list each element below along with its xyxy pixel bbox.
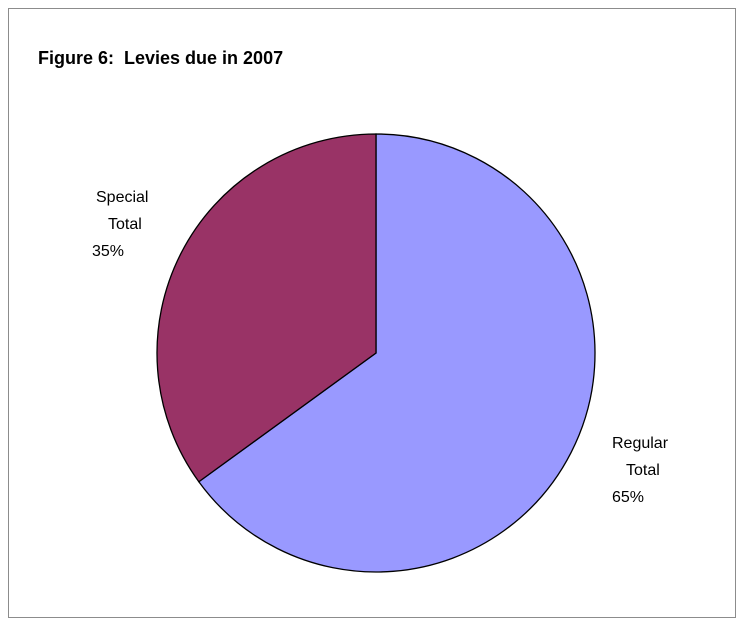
pie-slice-regular	[197, 133, 596, 573]
slice-label-special: Special Total 35%	[92, 184, 162, 265]
chart-title: Figure 6: Levies due in 2007	[38, 48, 284, 68]
slice-label-special-total: Total	[108, 216, 142, 233]
slice-label-regular-percent: 65%	[612, 489, 645, 506]
slice-label-regular-name: Regular	[612, 435, 669, 452]
pie-slice-special	[156, 133, 377, 483]
slice-label-special-percent: 35%	[92, 243, 125, 260]
slice-label-special-name: Special	[96, 189, 149, 206]
slice-label-regular-total: Total	[626, 462, 660, 479]
slice-label-regular: Regular Total 65%	[612, 430, 692, 511]
